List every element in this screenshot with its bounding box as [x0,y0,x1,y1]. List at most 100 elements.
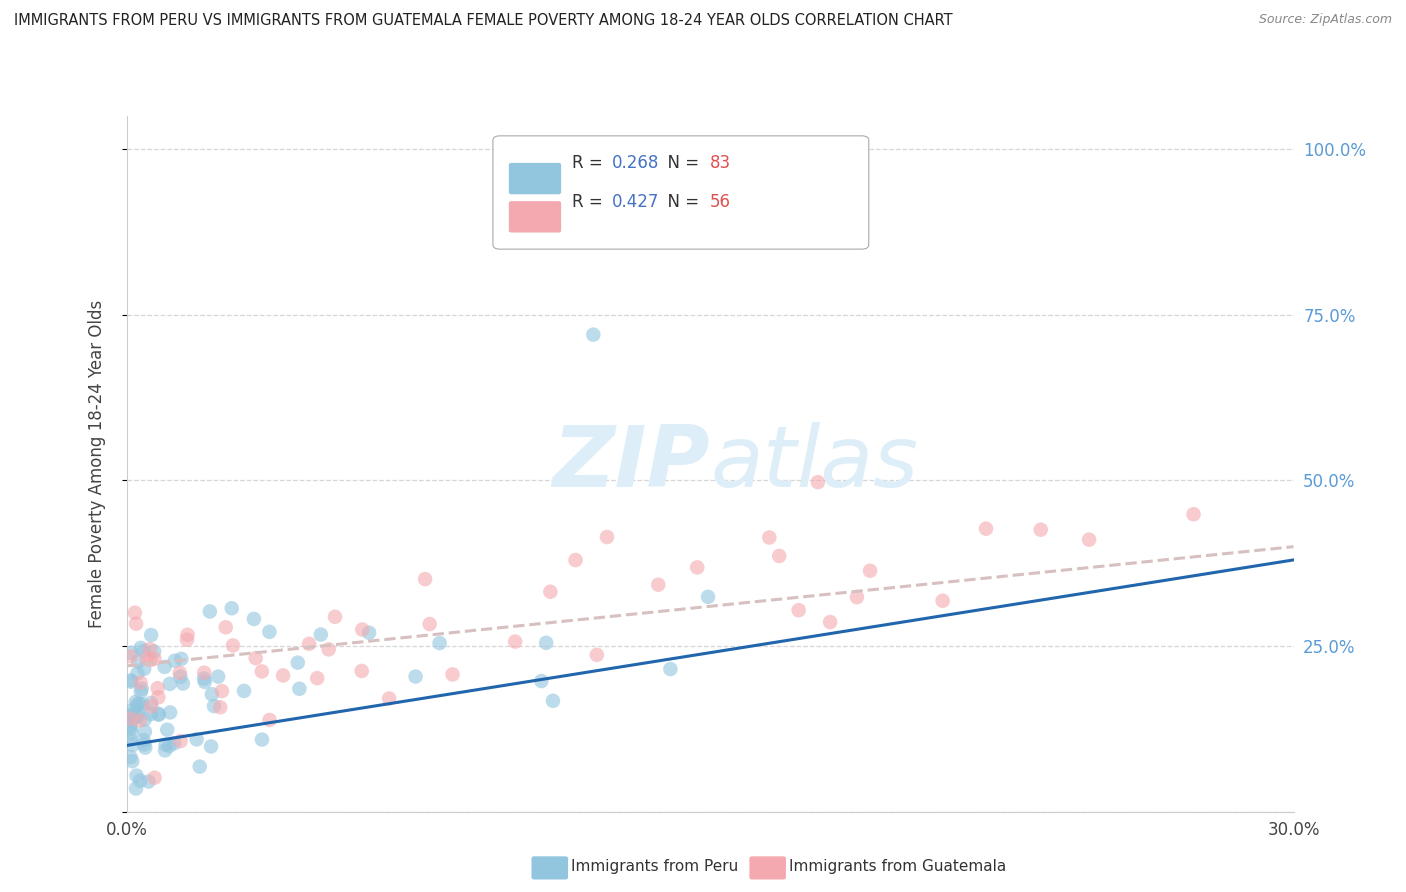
Point [413,572,436,586]
Y-axis label: Female Poverty Among 18-24 Year Olds: Female Poverty Among 18-24 Year Olds [87,300,105,628]
Point [141,628,163,642]
Point [129,640,152,655]
Point [859,564,882,578]
Point [186,732,208,747]
Point [807,475,830,490]
Point [169,734,191,748]
Point [818,615,841,629]
Point [686,560,709,574]
Point [120,673,142,688]
Point [534,636,557,650]
Text: Source: ZipAtlas.com: Source: ZipAtlas.com [1258,13,1392,27]
Point [134,713,156,727]
Point [530,673,553,688]
Point [143,652,166,666]
Point [127,666,149,681]
Point [120,722,142,736]
Text: 83: 83 [710,154,731,172]
Point [157,739,180,753]
Point [209,700,232,714]
Point [125,781,148,796]
Point [155,738,177,752]
Point [132,733,155,747]
Point [405,669,427,683]
Point [288,681,311,696]
Point [120,712,142,726]
Point [129,773,152,788]
Point [148,707,170,722]
Point [134,740,156,755]
Point [564,553,586,567]
Point [163,654,186,668]
Text: R =: R = [572,193,609,211]
Point [169,665,191,680]
Point [538,584,561,599]
Point [127,655,149,669]
Point [125,616,148,631]
Text: atlas: atlas [710,422,918,506]
Point [139,642,162,657]
Text: 56: 56 [710,193,731,211]
Point [153,743,176,757]
Point [647,578,669,592]
Point [243,612,266,626]
Point [148,690,170,705]
Point [125,769,148,783]
Point [758,531,780,545]
Point [323,609,346,624]
Point [131,681,153,696]
Point [359,625,381,640]
Text: IMMIGRANTS FROM PERU VS IMMIGRANTS FROM GUATEMALA FEMALE POVERTY AMONG 18-24 YEA: IMMIGRANTS FROM PERU VS IMMIGRANTS FROM … [14,13,953,29]
Point [124,710,146,724]
Point [259,713,281,727]
Point [120,732,142,747]
Point [139,706,162,721]
Point [207,670,229,684]
Point [163,736,186,750]
Point [215,620,238,634]
Point [697,590,720,604]
Point [125,695,148,709]
Point [120,708,142,723]
Point [309,627,332,641]
Point [120,704,142,718]
Point [221,601,243,615]
Point [194,674,217,689]
Point [128,697,150,711]
Point [201,687,224,701]
Point [121,738,143,752]
Point [845,590,868,604]
Point [250,665,273,679]
Point [193,672,215,686]
Point [120,719,142,733]
Point [120,708,142,723]
Point [132,644,155,658]
Point [148,706,170,721]
Point [159,706,181,720]
Point [120,750,142,764]
Point [121,725,143,739]
Text: Immigrants from Peru: Immigrants from Peru [571,859,738,873]
Point [419,617,441,632]
Point [170,652,193,666]
Point [596,530,619,544]
Point [350,664,373,678]
Point [768,549,790,563]
Point [131,698,153,712]
Point [1078,533,1101,547]
Point [307,671,329,685]
Point [441,667,464,681]
Point [176,632,198,647]
Point [139,653,162,667]
Text: ZIP: ZIP [553,422,710,506]
Point [200,739,222,754]
Point [134,738,156,752]
Point [352,623,374,637]
Point [503,634,526,648]
Point [143,771,166,785]
Point [287,656,309,670]
Point [159,677,181,691]
Point [378,691,401,706]
Point [211,684,233,698]
Point [141,699,163,714]
